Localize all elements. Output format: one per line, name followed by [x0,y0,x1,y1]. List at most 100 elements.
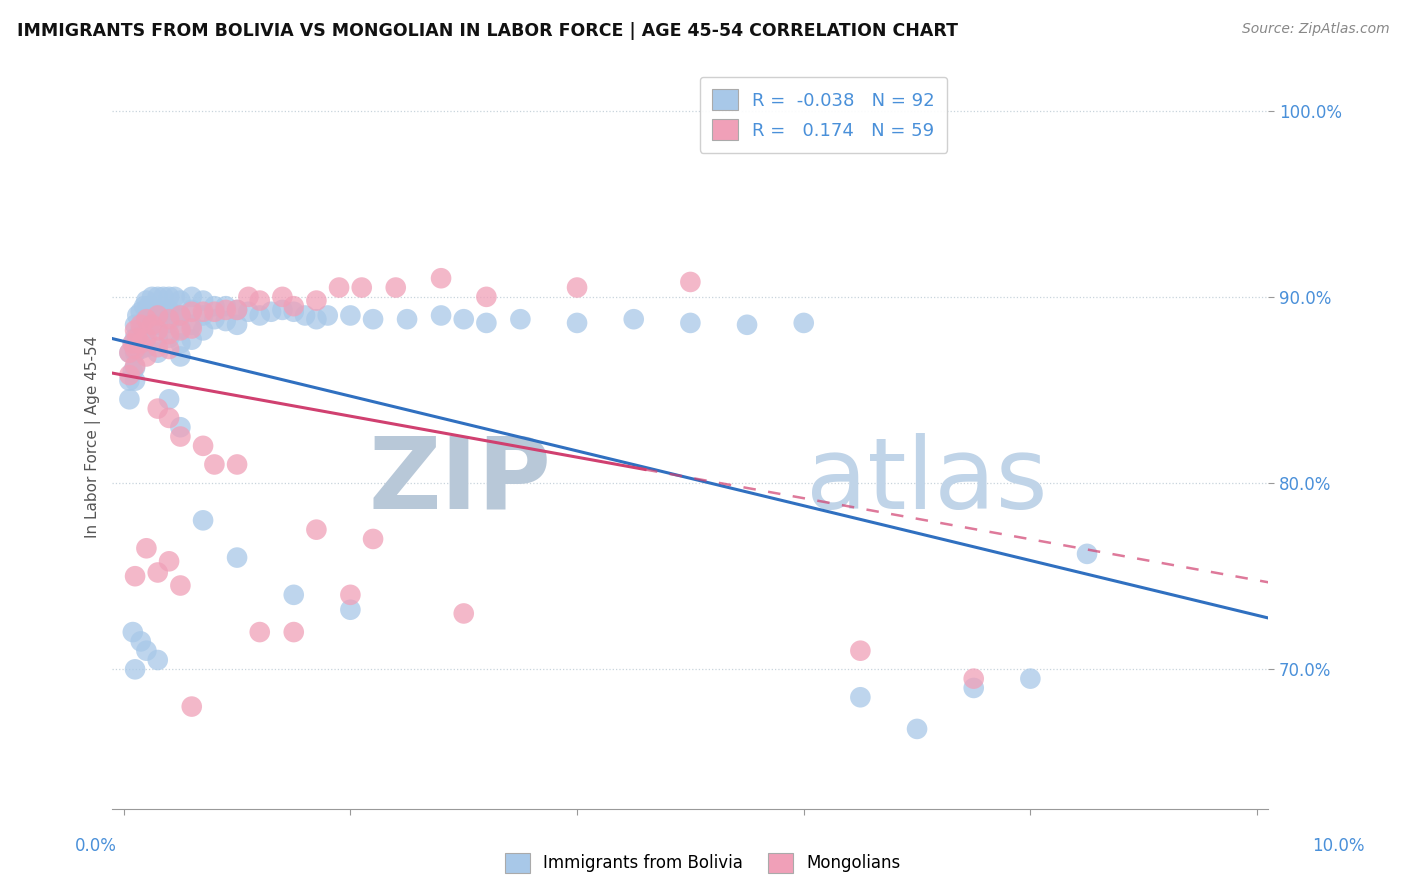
Point [384,280,406,294]
Point [127,331,149,345]
Point [157,392,180,407]
Point [180,321,202,335]
Point [146,345,169,359]
Point [129,634,152,648]
Point [163,290,186,304]
Point [849,690,872,705]
Point [191,305,214,319]
Point [157,554,180,568]
Point [271,302,294,317]
Point [138,299,160,313]
Point [249,309,271,323]
Point [124,374,146,388]
Point [124,345,146,359]
Point [202,299,225,313]
Point [141,312,163,326]
Point [146,302,169,317]
Point [146,309,169,323]
Point [215,302,238,317]
Point [283,299,305,313]
Point [679,275,702,289]
Point [121,336,143,351]
Point [271,290,294,304]
Point [146,323,169,337]
Point [361,532,384,546]
Point [396,312,419,326]
Text: atlas: atlas [806,433,1047,530]
Point [146,340,169,354]
Point [157,331,180,345]
Point [146,566,169,580]
Point [135,541,157,556]
Point [152,290,174,304]
Legend: Immigrants from Bolivia, Mongolians: Immigrants from Bolivia, Mongolians [499,847,907,880]
Point [475,290,498,304]
Point [124,342,146,356]
Point [135,350,157,364]
Point [226,302,249,317]
Point [157,316,180,330]
Point [226,302,249,317]
Point [157,312,180,326]
Point [905,722,928,736]
Point [135,312,157,326]
Point [202,305,225,319]
Point [283,305,305,319]
Point [157,290,180,304]
Point [118,345,141,359]
Point [169,350,191,364]
Point [124,662,146,676]
Point [169,578,191,592]
Point [249,625,271,640]
Legend: R =  -0.038   N = 92, R =   0.174   N = 59: R = -0.038 N = 92, R = 0.174 N = 59 [700,77,948,153]
Point [124,318,146,332]
Point [169,336,191,351]
Point [226,550,249,565]
Point [191,323,214,337]
Point [202,458,225,472]
Point [135,309,157,323]
Point [238,290,260,304]
Point [191,309,214,323]
Point [127,309,149,323]
Point [215,299,238,313]
Text: IMMIGRANTS FROM BOLIVIA VS MONGOLIAN IN LABOR FORCE | AGE 45-54 CORRELATION CHAR: IMMIGRANTS FROM BOLIVIA VS MONGOLIAN IN … [17,22,957,40]
Point [191,513,214,527]
Point [430,271,453,285]
Point [152,305,174,319]
Point [226,458,249,472]
Text: Source: ZipAtlas.com: Source: ZipAtlas.com [1241,22,1389,37]
Point [565,316,588,330]
Point [169,293,191,308]
Point [135,643,157,657]
Point [679,316,702,330]
Point [146,401,169,416]
Point [294,309,316,323]
Point [249,293,271,308]
Point [453,312,475,326]
Point [169,429,191,443]
Text: 10.0%: 10.0% [1312,837,1365,855]
Point [793,316,815,330]
Point [169,323,191,337]
Point [350,280,373,294]
Point [679,815,702,830]
Point [124,360,146,375]
Point [135,340,157,354]
Point [169,309,191,323]
Point [191,439,214,453]
Point [129,305,152,319]
Point [118,392,141,407]
Point [141,290,163,304]
Point [124,323,146,337]
Point [215,314,238,328]
Point [202,312,225,326]
Point [849,643,872,657]
Point [121,336,143,351]
Point [121,625,143,640]
Point [623,312,645,326]
Point [453,607,475,621]
Point [1076,547,1098,561]
Point [180,699,202,714]
Point [305,523,328,537]
